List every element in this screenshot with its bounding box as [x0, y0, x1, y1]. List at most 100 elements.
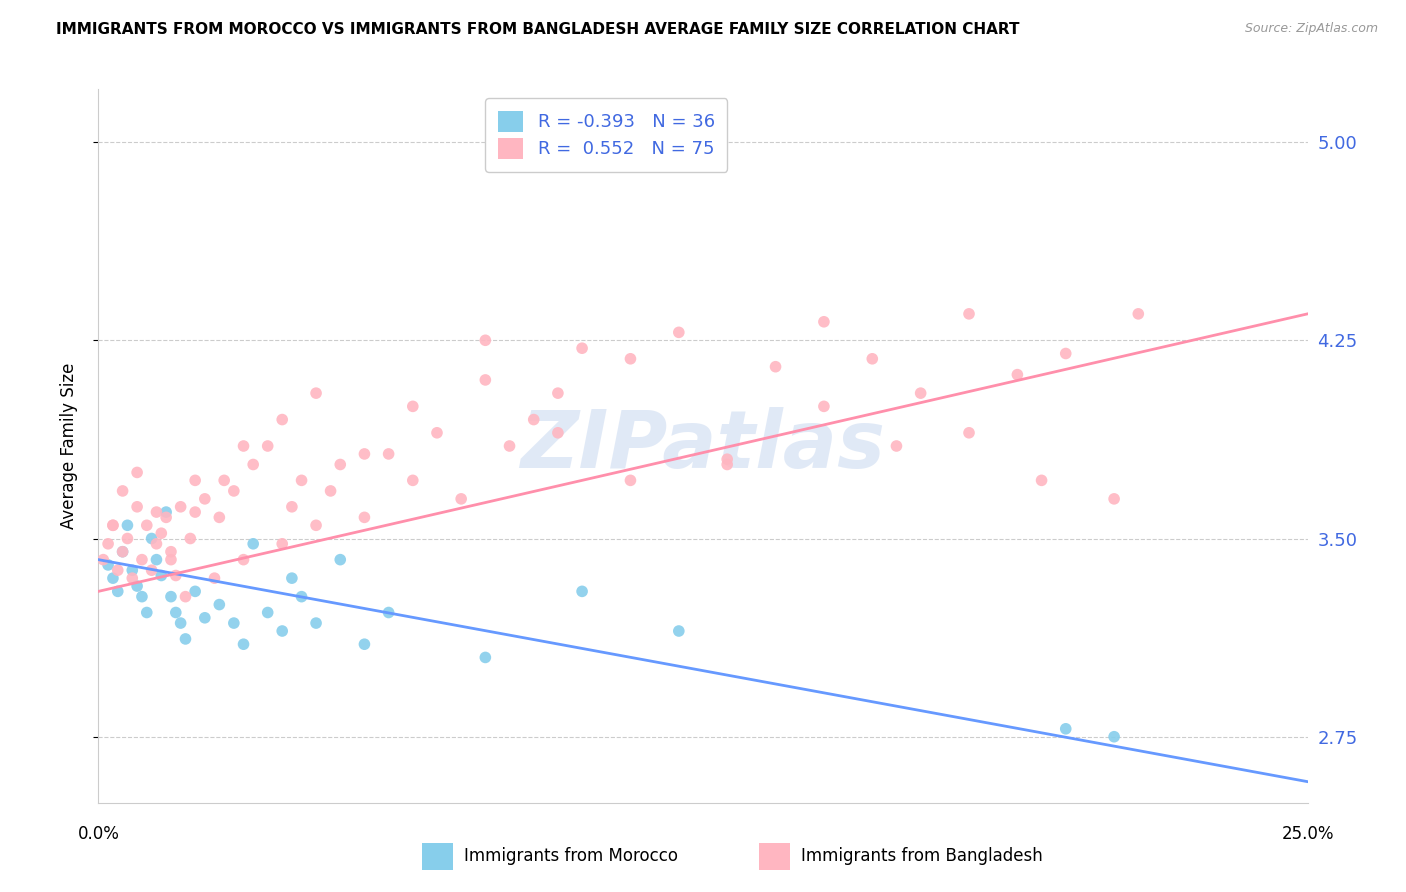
Point: [141, 563, 163, 577]
Point: [212, 474, 235, 488]
Point: [619, 351, 641, 366]
Point: [91, 552, 114, 566]
Point: [765, 359, 787, 374]
Point: [150, 568, 173, 582]
Point: [101, 518, 124, 533]
Text: 25.0%: 25.0%: [1281, 825, 1334, 843]
Point: [716, 452, 738, 467]
Point: [1054, 346, 1077, 360]
Point: [377, 447, 399, 461]
Point: [208, 510, 231, 524]
Point: [353, 447, 375, 461]
Point: [131, 552, 153, 566]
Point: [377, 606, 399, 620]
Point: [222, 483, 245, 498]
Point: [141, 532, 163, 546]
Point: [668, 326, 690, 340]
Point: [242, 458, 264, 472]
Point: [111, 545, 134, 559]
Point: [174, 590, 197, 604]
Point: [184, 584, 207, 599]
Point: [101, 518, 124, 533]
Point: [305, 386, 328, 401]
Text: ZIPatlas: ZIPatlas: [520, 407, 886, 485]
Point: [121, 571, 143, 585]
Point: [174, 632, 197, 646]
Point: [619, 474, 641, 488]
Point: [523, 412, 546, 426]
Point: [127, 579, 149, 593]
Point: [474, 650, 496, 665]
Point: [329, 552, 352, 566]
Point: [135, 518, 157, 533]
Point: [271, 412, 294, 426]
Point: [474, 373, 496, 387]
Point: [127, 466, 149, 480]
Point: [547, 386, 569, 401]
Point: [716, 458, 738, 472]
Point: [242, 537, 264, 551]
Point: [305, 616, 328, 631]
Point: [111, 483, 134, 498]
Point: [184, 505, 207, 519]
Point: [910, 386, 932, 401]
Point: [184, 474, 207, 488]
Point: [194, 491, 217, 506]
Point: [107, 584, 129, 599]
Point: [160, 590, 183, 604]
Point: [131, 590, 153, 604]
Point: [305, 518, 328, 533]
Point: [165, 606, 187, 620]
Point: [319, 483, 342, 498]
Point: [426, 425, 449, 440]
Point: [271, 624, 294, 638]
Point: [232, 439, 254, 453]
Point: [450, 491, 472, 506]
Point: [290, 590, 312, 604]
Point: [290, 474, 312, 488]
Point: [1031, 474, 1053, 488]
Point: [204, 571, 226, 585]
Point: [145, 537, 167, 551]
Point: [1128, 307, 1150, 321]
Point: [160, 552, 183, 566]
Text: 0.0%: 0.0%: [77, 825, 120, 843]
Point: [281, 500, 304, 514]
Point: [117, 532, 139, 546]
Point: [886, 439, 908, 453]
Point: [281, 571, 304, 585]
Point: [194, 611, 217, 625]
Point: [97, 537, 120, 551]
Point: [571, 341, 593, 355]
Text: Immigrants from Morocco: Immigrants from Morocco: [464, 847, 678, 865]
Point: [813, 315, 835, 329]
Point: [353, 510, 375, 524]
Point: [668, 624, 690, 638]
Point: [150, 526, 173, 541]
Point: [329, 458, 352, 472]
Point: [957, 307, 980, 321]
Point: [256, 439, 278, 453]
Point: [121, 563, 143, 577]
Point: [111, 545, 134, 559]
Point: [402, 400, 425, 414]
Point: [547, 425, 569, 440]
Y-axis label: Average Family Size: Average Family Size: [59, 363, 77, 529]
Point: [135, 606, 157, 620]
Point: [179, 532, 201, 546]
Point: [474, 333, 496, 347]
Point: [957, 425, 980, 440]
Text: Immigrants from Bangladesh: Immigrants from Bangladesh: [801, 847, 1043, 865]
Legend: R = -0.393   N = 36, R =  0.552   N = 75: R = -0.393 N = 36, R = 0.552 N = 75: [485, 98, 727, 171]
Point: [1054, 722, 1077, 736]
Point: [498, 439, 520, 453]
Point: [1102, 491, 1125, 506]
Point: [571, 584, 593, 599]
Point: [208, 598, 231, 612]
Point: [155, 505, 177, 519]
Point: [145, 552, 167, 566]
Point: [107, 563, 129, 577]
Point: [813, 400, 835, 414]
Point: [160, 545, 183, 559]
Point: [402, 474, 425, 488]
